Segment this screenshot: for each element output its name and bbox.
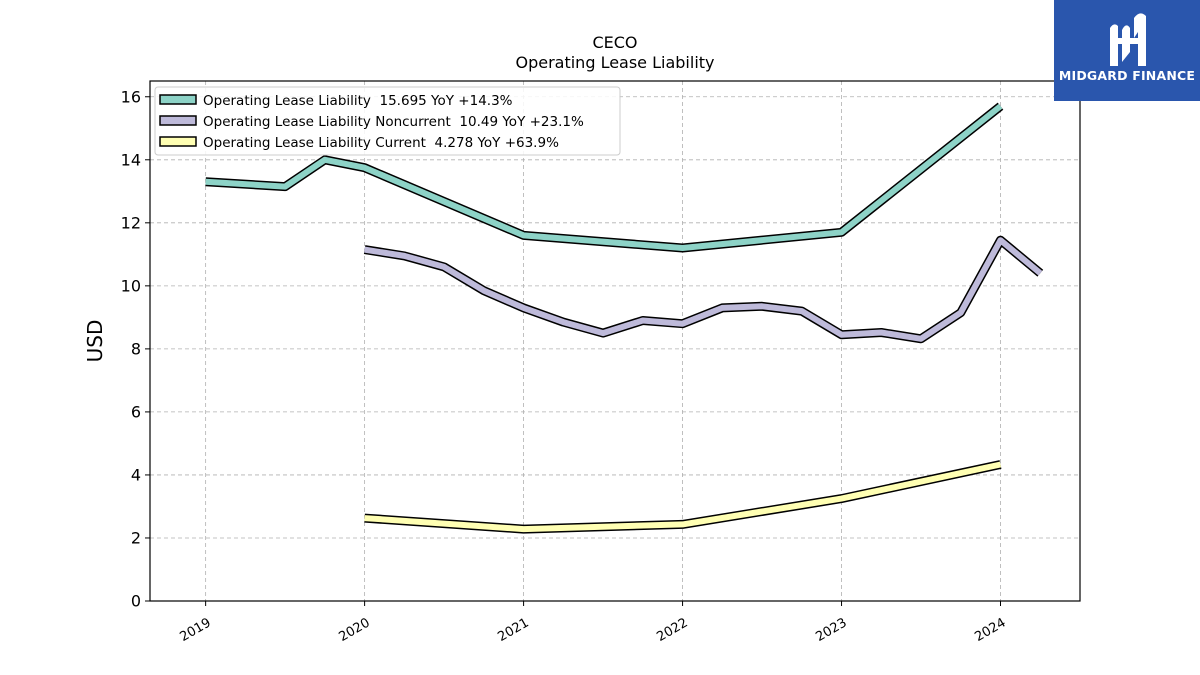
series-lines [205,102,1044,534]
y-tick-label: 8 [131,339,141,358]
legend: Operating Lease Liability 15.695 YoY +14… [154,86,621,156]
series-line [364,461,1002,533]
series-line [364,237,1043,342]
x-tick-label: 2021 [495,615,531,645]
brand-logo: MIDGARD FINANCE [1054,0,1200,101]
y-axis-ticks: 0 2 4 6 8 10 12 14 16 [121,87,150,611]
legend-entry-label: Operating Lease Liability Noncurrent 10.… [203,114,584,130]
series-line [205,103,1003,251]
y-tick-label: 10 [121,276,141,295]
x-tick-label: 2019 [177,615,213,645]
y-tick-label: 14 [121,150,141,169]
plot-frame [149,80,1081,602]
x-tick-label: 2020 [336,615,372,645]
legend-frame [154,86,621,156]
y-tick-label: 12 [121,213,141,232]
x-axis-ticks: 2019 2020 2021 2022 2023 2024 [177,601,1009,645]
y-tick-label: 0 [131,592,141,611]
y-tick-label: 4 [131,465,141,484]
y-tick-label: 16 [121,87,141,106]
series-1 [205,102,1004,253]
logo-mark-icon [1110,13,1146,66]
legend-entry-label: Operating Lease Liability 15.695 YoY +14… [203,93,513,109]
legend-swatch [159,136,197,147]
y-tick-label: 6 [131,402,141,421]
legend-swatch [159,94,197,105]
chart-subtitle: Operating Lease Liability [515,53,714,72]
x-tick-label: 2022 [654,615,690,645]
y-axis-label: USD [83,320,107,363]
legend-entry-label: Operating Lease Liability Current 4.278 … [203,135,559,151]
y-tick-label: 2 [131,528,141,547]
logo-text: MIDGARD FINANCE [1058,68,1196,83]
chart-title: CECO [592,33,637,52]
series-3 [364,460,1002,534]
legend-swatch [159,115,197,126]
series-2 [363,235,1044,344]
x-tick-label: 2023 [813,615,849,645]
x-tick-label: 2024 [972,615,1008,645]
